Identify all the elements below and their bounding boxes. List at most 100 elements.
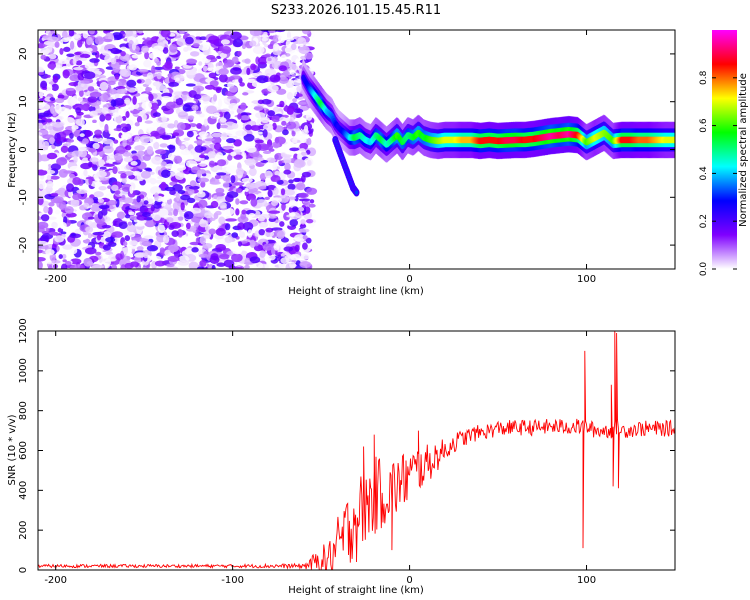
noise-blob	[167, 144, 175, 150]
noise-blob	[159, 143, 168, 148]
noise-blob	[225, 218, 238, 222]
noise-blob	[68, 30, 75, 37]
noise-blob	[69, 258, 82, 265]
noise-blob	[134, 222, 145, 227]
noise-blob	[219, 202, 227, 209]
noise-blob	[103, 38, 113, 43]
noise-blob	[153, 45, 164, 52]
noise-blob	[129, 204, 140, 209]
noise-blob	[63, 216, 68, 224]
y-tick-label: 20	[18, 48, 29, 61]
noise-blob	[143, 235, 154, 240]
noise-blob	[85, 226, 94, 233]
noise-blob	[240, 102, 247, 111]
noise-blob	[73, 67, 84, 71]
noise-blob	[230, 31, 242, 40]
noise-blob	[90, 180, 103, 188]
noise-blob	[222, 173, 231, 182]
colorbar-tick-label: 0.4	[699, 166, 709, 181]
x-tick-label: -200	[44, 274, 67, 285]
noise-blob	[289, 261, 296, 269]
noise-blob	[306, 112, 313, 121]
noise-blob	[193, 94, 202, 100]
noise-blob	[38, 71, 45, 76]
noise-blob	[95, 216, 105, 225]
noise-blob	[111, 263, 117, 269]
noise-blob	[229, 110, 235, 115]
noise-blob	[80, 162, 92, 170]
noise-blob	[136, 116, 143, 124]
noise-blob	[256, 157, 264, 162]
noise-blob	[239, 231, 246, 238]
noise-blob	[73, 155, 78, 164]
noise-blob	[172, 132, 180, 137]
noise-blob	[204, 84, 215, 90]
noise-blob	[198, 154, 206, 159]
noise-blob	[88, 176, 93, 186]
noise-blob	[254, 139, 264, 144]
noise-blob	[69, 40, 75, 50]
noise-blob	[244, 187, 249, 192]
noise-blob	[70, 198, 80, 208]
noise-blob	[130, 161, 138, 166]
noise-blob	[223, 148, 234, 154]
noise-blob	[159, 247, 165, 253]
noise-blob	[116, 211, 126, 220]
noise-blob	[244, 264, 250, 269]
noise-blob	[58, 59, 70, 65]
noise-blob	[70, 232, 76, 237]
noise-blob	[267, 57, 272, 62]
noise-blob	[139, 135, 151, 144]
noise-blob	[50, 163, 62, 171]
noise-blob	[58, 254, 63, 259]
y-tick-label: 0	[18, 146, 29, 152]
noise-blob	[199, 163, 207, 167]
noise-blob	[193, 213, 205, 217]
noise-blob	[152, 213, 161, 222]
noise-blob	[99, 93, 109, 103]
noise-blob	[164, 249, 171, 256]
noise-blob	[122, 151, 132, 157]
noise-blob	[208, 228, 216, 235]
noise-blob	[183, 47, 189, 52]
noise-blob	[235, 198, 240, 205]
noise-blob	[41, 164, 49, 171]
noise-blob	[67, 138, 75, 143]
snr-y-label: SNR (10 * v/v)	[7, 414, 18, 485]
noise-blob	[298, 198, 311, 202]
noise-blob	[137, 30, 143, 34]
spectrogram-x-label: Height of straight line (km)	[288, 286, 424, 297]
noise-blob	[298, 45, 310, 55]
noise-blob	[257, 186, 267, 190]
noise-blob	[142, 154, 151, 161]
noise-blob	[278, 160, 283, 165]
colorbar-label: Normalized spectral amplitude	[738, 73, 749, 227]
noise-blob	[87, 68, 100, 72]
noise-blob	[206, 67, 215, 72]
noise-blob	[141, 101, 153, 110]
noise-blob	[110, 47, 120, 55]
noise-blob	[82, 30, 89, 39]
noise-blob	[237, 113, 242, 120]
noise-blob	[262, 150, 272, 155]
spectrogram-x-axis: -200 -100 0 100	[44, 30, 596, 285]
noise-blob	[268, 215, 277, 219]
noise-blob	[149, 255, 162, 262]
noise-blob	[153, 66, 165, 71]
noise-blob	[54, 104, 62, 114]
noise-blob	[261, 144, 274, 151]
noise-blob	[162, 234, 170, 244]
noise-blob	[301, 30, 311, 35]
noise-blob	[268, 30, 276, 33]
noise-blob	[55, 137, 61, 145]
noise-blob	[274, 136, 280, 144]
noise-blob	[239, 200, 249, 205]
noise-blob	[178, 30, 186, 35]
noise-blob	[121, 115, 127, 121]
noise-blob	[50, 63, 55, 71]
noise-blob	[48, 202, 55, 207]
noise-blob	[267, 44, 275, 50]
noise-blob	[98, 185, 107, 191]
noise-blob	[143, 31, 148, 39]
noise-blob	[207, 151, 217, 159]
